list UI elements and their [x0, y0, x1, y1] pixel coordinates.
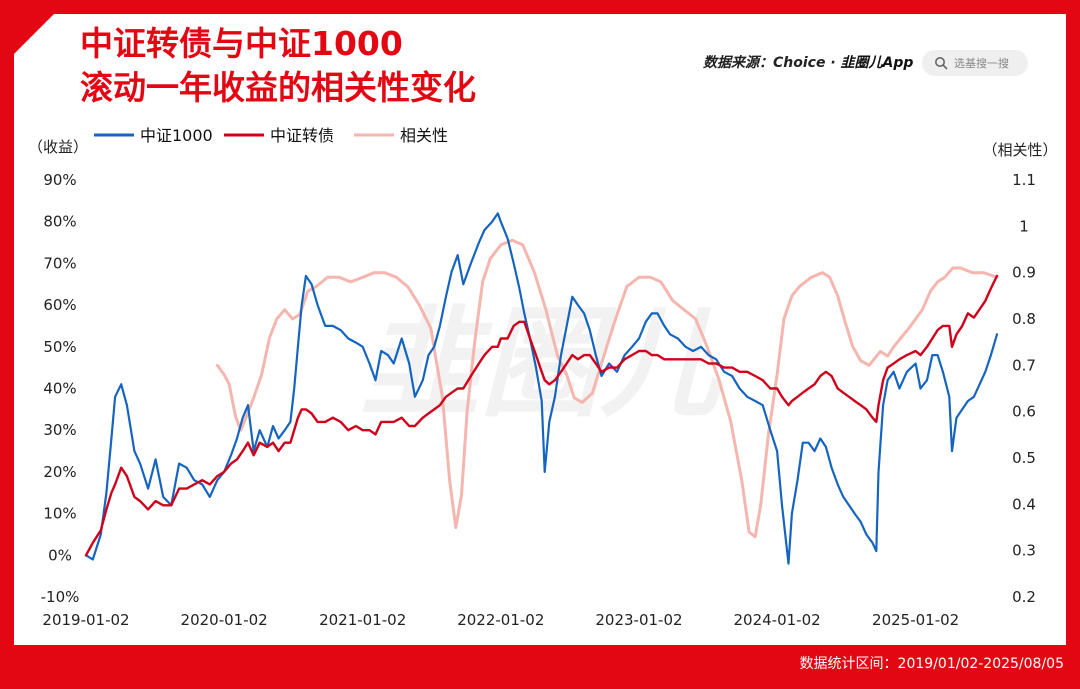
legend-label: 中证转债 [270, 126, 334, 145]
page-title: 中证转债与中证1000 滚动一年收益的相关性变化 [80, 22, 476, 110]
y2-tick-label: 0.8 [1012, 310, 1036, 328]
brand-logo: 韭圈儿App [840, 55, 914, 71]
y2-tick-label: 0.6 [1012, 403, 1036, 421]
y-tick-label: 60% [43, 296, 76, 314]
y-tick-label: 30% [43, 421, 76, 439]
y2-tick-label: 0.4 [1012, 495, 1036, 513]
series-line-1 [84, 212, 999, 565]
y2-tick-label: 0.7 [1012, 356, 1036, 374]
legend-label: 相关性 [400, 126, 448, 145]
search-icon [935, 57, 948, 70]
corner-accent [14, 14, 54, 54]
date-range-footer: 数据统计区间：2019/01/02-2025/08/05 [799, 656, 1064, 672]
y2-tick-label: 1.1 [1012, 171, 1036, 189]
y-tick-label: 0% [48, 546, 72, 564]
y-tick-label: 80% [43, 213, 76, 231]
title-line-2: 滚动一年收益的相关性变化 [80, 68, 476, 107]
x-tick-label: 2021-01-02 [319, 611, 406, 629]
x-tick-label: 2020-01-02 [181, 611, 268, 629]
x-tick-label: 2022-01-02 [457, 611, 544, 629]
y2-tick-label: 0.2 [1012, 588, 1036, 606]
x-tick-label: 2025-01-02 [872, 611, 959, 629]
y-tick-label: 70% [43, 254, 76, 272]
x-tick-label: 2024-01-02 [734, 611, 821, 629]
y2-axis-title: （相关性） [982, 141, 1057, 159]
y2-tick-label: 1 [1019, 217, 1029, 235]
y-tick-label: -10% [41, 588, 80, 606]
y2-tick-label: 0.5 [1012, 449, 1036, 467]
source-prefix: 数据来源：Choice · [703, 55, 836, 71]
y-tick-label: 20% [43, 463, 76, 481]
y2-tick-label: 0.3 [1012, 542, 1036, 560]
x-tick-label: 2019-01-02 [42, 611, 129, 629]
search-box[interactable]: 选基搜一搜 [922, 50, 1028, 76]
y-tick-label: 10% [43, 505, 76, 523]
legend-label: 中证1000 [140, 126, 213, 145]
chart-card [14, 14, 1066, 645]
y-tick-label: 50% [43, 338, 76, 356]
y-tick-label: 90% [43, 171, 76, 189]
series-line-3 [215, 238, 999, 539]
series-line-2 [84, 274, 999, 557]
search-placeholder: 选基搜一搜 [954, 57, 1009, 70]
y2-tick-label: 0.9 [1012, 264, 1036, 282]
y-axis-title: （收益） [28, 138, 88, 156]
x-tick-label: 2023-01-02 [595, 611, 682, 629]
data-source: 数据来源：Choice · 韭圈儿App [703, 52, 913, 72]
y-tick-label: 40% [43, 380, 76, 398]
title-line-1: 中证转债与中证1000 [80, 24, 403, 63]
